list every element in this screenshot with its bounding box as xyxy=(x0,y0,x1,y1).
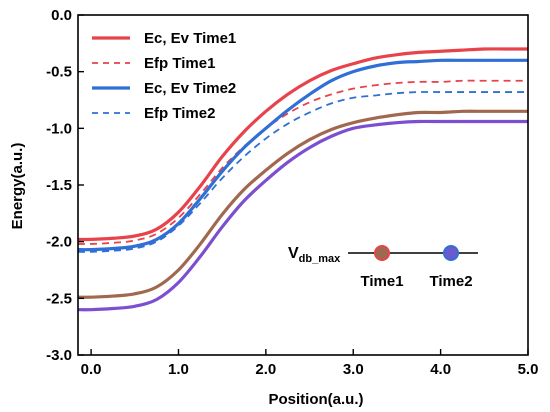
y-tick-label-6: -3.0 xyxy=(46,347,72,364)
x-tick-label-1: 1.0 xyxy=(168,361,189,378)
series-line-ec-ev-time2-3 xyxy=(78,58,528,252)
series-line-ec-ev-time2-4 xyxy=(78,119,528,312)
y-tick-label-4: -2.0 xyxy=(46,234,72,251)
vdb-max-inset: Vdb_max Time1 Time2 xyxy=(288,245,478,290)
series-line-ec-ev-time1-1 xyxy=(78,109,528,299)
x-tick-label-5: 5.0 xyxy=(518,361,539,378)
series-line-ec-ev-time1-0 xyxy=(78,47,528,242)
x-tick-label-0: 0.0 xyxy=(81,361,102,378)
y-tick-label-3: -1.5 xyxy=(46,177,72,194)
vdb-label-main: V xyxy=(288,245,299,262)
vdb-marker-label-1: Time2 xyxy=(429,273,472,290)
legend: Ec, Ev Time1 Efp Time1 Ec, Ev Time2 Efp Tim… xyxy=(92,30,236,122)
x-tick-label-2: 2.0 xyxy=(255,361,276,378)
legend-label-2: Ec, Ev Time2 xyxy=(144,80,236,97)
y-tick-label-0: 0.0 xyxy=(51,7,72,24)
y-axis-label: Energy(a.u.) xyxy=(9,143,26,230)
series-layer xyxy=(78,47,528,312)
series-group xyxy=(78,47,528,312)
vdb-marker-1 xyxy=(445,247,457,259)
x-tick-label-3: 3.0 xyxy=(343,361,364,378)
vdb-marker-0 xyxy=(376,247,388,259)
x-axis-label: Position(a.u.) xyxy=(269,391,364,408)
vdb-marker-label-0: Time1 xyxy=(360,273,403,290)
vdb-label: Vdb_max xyxy=(288,245,341,265)
legend-label-1: Efp Time1 xyxy=(144,55,215,72)
y-tick-label-5: -2.5 xyxy=(46,290,72,307)
plot-area xyxy=(78,15,528,355)
vdb-label-sub: db_max xyxy=(299,253,341,265)
legend-label-3: Efp Time2 xyxy=(144,105,215,122)
series-line-efp-time2-5 xyxy=(78,91,528,253)
y-tick-label-1: -0.5 xyxy=(46,64,72,81)
x-tick-label-4: 4.0 xyxy=(430,361,451,378)
y-tick-label-2: -1.0 xyxy=(46,120,72,137)
legend-label-0: Ec, Ev Time1 xyxy=(144,30,236,47)
plot-background xyxy=(78,15,528,355)
axes-layer: 0.0 1.0 2.0 3.0 4.0 5.0 0.0 -0.5 -1.0 -1.5 -2.0 -2.… xyxy=(46,7,538,378)
